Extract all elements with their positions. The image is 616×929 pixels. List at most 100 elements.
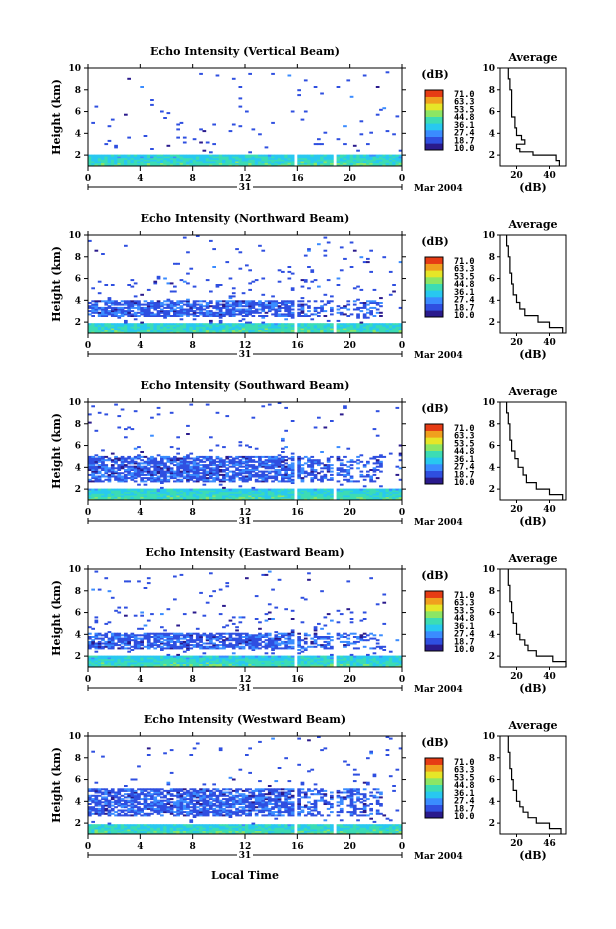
heatmap-cell xyxy=(215,470,220,473)
heatmap-cell xyxy=(117,606,122,609)
heatmap-cell xyxy=(261,302,266,304)
heatmap-cell xyxy=(258,329,262,332)
heatmap-cell xyxy=(254,647,259,650)
heatmap-cell xyxy=(225,313,230,316)
heatmap-cell xyxy=(228,157,233,160)
heatmap-cell xyxy=(310,491,315,494)
heatmap-cell xyxy=(150,328,154,331)
heatmap-cell xyxy=(326,496,331,499)
heatmap-cell xyxy=(245,488,249,491)
heatmap-cell xyxy=(297,308,301,311)
heatmap-cell xyxy=(101,662,105,665)
heatmap-cell xyxy=(199,331,203,334)
heatmap-cell xyxy=(307,460,311,463)
heatmap-cell xyxy=(222,469,226,471)
heatmap-cell xyxy=(362,305,367,308)
heatmap-cell xyxy=(212,478,216,481)
heatmap-cell xyxy=(258,459,262,462)
heatmap-cell xyxy=(320,328,324,331)
heatmap-cell xyxy=(349,156,354,159)
heatmap-cell xyxy=(133,164,138,167)
heatmap-cell xyxy=(186,298,190,301)
heatmap-cell xyxy=(372,326,377,329)
heatmap-cell xyxy=(101,313,105,316)
heatmap-cell xyxy=(303,313,308,316)
heatmap-cell xyxy=(248,636,252,638)
heatmap-cell xyxy=(218,156,223,159)
heatmap-cell xyxy=(225,305,230,308)
heatmap-cell xyxy=(277,323,282,326)
heatmap-cell xyxy=(336,473,341,476)
heatmap-cell xyxy=(362,324,367,327)
heatmap-cell xyxy=(303,324,308,327)
heatmap-cell xyxy=(264,660,269,663)
heatmap-cell xyxy=(189,331,194,334)
heatmap-cell xyxy=(101,657,105,660)
day-label: 31 xyxy=(239,350,252,360)
heatmap-cell xyxy=(336,138,341,141)
heatmap-cell xyxy=(176,655,180,658)
heatmap-cell xyxy=(336,308,341,311)
heatmap-cell xyxy=(166,112,171,115)
heatmap-cell xyxy=(179,459,184,462)
heatmap-cell xyxy=(300,328,305,331)
heatmap-cell xyxy=(297,457,301,460)
heatmap-cell xyxy=(146,323,151,326)
colorbar-frame xyxy=(424,423,444,485)
heatmap-cell xyxy=(209,321,213,324)
heatmap-cell xyxy=(153,490,158,493)
heatmap-cell xyxy=(369,159,373,162)
heatmap-cell xyxy=(182,141,187,144)
heatmap-cell xyxy=(176,447,180,450)
heatmap-cell xyxy=(176,161,180,164)
heatmap-cell xyxy=(356,156,360,159)
heatmap-cell xyxy=(228,156,233,159)
heatmap-cell xyxy=(254,655,259,658)
heatmap-cell xyxy=(160,311,164,314)
heatmap-cell xyxy=(258,490,262,493)
heatmap-cell xyxy=(261,324,266,327)
heatmap-cell xyxy=(88,464,92,467)
heatmap-cell xyxy=(264,488,269,491)
heatmap-cell xyxy=(251,305,256,308)
heatmap-cell xyxy=(287,157,292,160)
heatmap-cell xyxy=(258,164,262,167)
heatmap-cell xyxy=(114,144,118,147)
heatmap-cell xyxy=(215,411,220,414)
heatmap-cell xyxy=(104,469,109,471)
colorbar-tick-label: 44.8 xyxy=(454,447,474,457)
heatmap-cell xyxy=(317,138,321,141)
heatmap-cell xyxy=(169,164,174,167)
heatmap-cell xyxy=(245,110,249,113)
heatmap-cell xyxy=(281,636,285,638)
heatmap-cell xyxy=(94,658,99,661)
heatmap-cell xyxy=(107,645,112,648)
heatmap-cell xyxy=(94,157,99,160)
heatmap-cell xyxy=(251,636,256,638)
heatmap-cell xyxy=(120,475,125,478)
heatmap-cell xyxy=(202,493,207,496)
heatmap-cell xyxy=(97,161,102,164)
heatmap-cell xyxy=(153,655,158,658)
heatmap-cell xyxy=(264,477,269,480)
heatmap-cell xyxy=(274,475,279,478)
heatmap-cell xyxy=(398,491,403,494)
heatmap-cell xyxy=(150,473,154,476)
heatmap-cell xyxy=(97,159,102,162)
heatmap-cell xyxy=(133,410,138,413)
heatmap-cell xyxy=(156,658,161,661)
heatmap-cell xyxy=(297,159,301,162)
heatmap-cell xyxy=(169,323,174,326)
heatmap-cell xyxy=(101,665,105,668)
heatmap-cell xyxy=(91,493,95,496)
heatmap-cell xyxy=(264,329,269,332)
heatmap-cell xyxy=(205,663,210,666)
heatmap-cell xyxy=(238,125,243,128)
heatmap-cell xyxy=(398,459,403,462)
heatmap-cell xyxy=(372,323,377,326)
heatmap-cell xyxy=(254,498,259,501)
heatmap-cell xyxy=(307,310,311,313)
heatmap-cell xyxy=(202,478,207,481)
heatmap-cell xyxy=(300,498,305,501)
heatmap-cell xyxy=(143,323,148,326)
